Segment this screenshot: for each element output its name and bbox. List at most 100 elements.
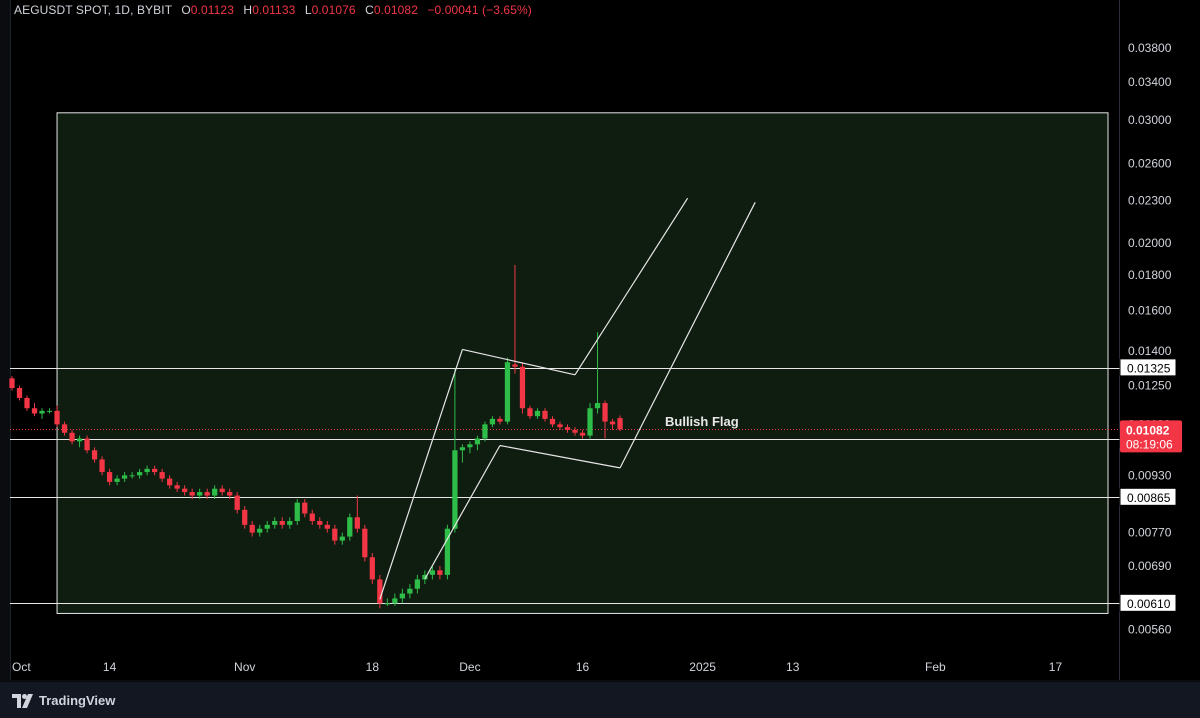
time-tick-label: Oct: [12, 660, 31, 674]
candlestick-series: [9, 264, 623, 609]
low-value: 0.01076: [311, 3, 356, 17]
price-tick-label: 0.02600: [1128, 156, 1172, 170]
candle-body: [527, 408, 533, 417]
candle: [429, 565, 436, 580]
candle: [257, 524, 263, 537]
candle-body: [474, 438, 481, 445]
candle: [302, 499, 308, 518]
candle: [542, 408, 548, 422]
flag-drawings: [379, 197, 756, 600]
candle: [136, 468, 143, 479]
candle: [106, 468, 113, 486]
candle-body: [407, 588, 413, 594]
candle-body: [287, 521, 293, 525]
price-tick-label: 0.03000: [1128, 113, 1172, 127]
candle: [369, 553, 375, 585]
time-tick-label: Nov: [234, 660, 255, 674]
candle-body: [54, 410, 60, 425]
candle-body: [272, 521, 278, 525]
candle-body: [414, 579, 420, 589]
price-tick-label: 0.01800: [1128, 268, 1172, 282]
candle-body: [497, 418, 503, 422]
bullish-flag-annotation: Bullish Flag: [665, 414, 739, 429]
time-tick-label: 16: [576, 660, 590, 674]
price-scale[interactable]: [1120, 0, 1200, 680]
candle-body: [279, 521, 285, 525]
candle: [519, 362, 526, 414]
candle-body: [317, 521, 323, 525]
price-tick-label: 0.01400: [1128, 344, 1172, 358]
candle-body: [362, 528, 368, 558]
candle: [84, 435, 90, 454]
candle: [197, 488, 203, 500]
candle-body: [437, 570, 443, 575]
candle: [444, 524, 451, 580]
candle-body: [16, 387, 23, 398]
flag-bottom-line: [499, 444, 621, 469]
price-tick-label: 0.01250: [1128, 379, 1172, 393]
price-tick-label: 0.03400: [1128, 75, 1172, 89]
candle: [452, 369, 458, 533]
time-tick-label: 13: [786, 660, 800, 674]
candle: [189, 488, 195, 500]
candle: [504, 357, 511, 425]
candle-body: [467, 444, 473, 448]
candle-body: [69, 432, 75, 442]
candle: [489, 416, 496, 428]
candle-body: [174, 485, 180, 489]
candle: [572, 427, 578, 436]
candle: [129, 472, 135, 479]
candle: [602, 400, 608, 439]
candle: [332, 524, 338, 545]
candle-body: [392, 598, 398, 604]
time-tick-label: Dec: [459, 660, 480, 674]
candle-body: [572, 429, 578, 433]
price-tick-label: 0.02000: [1128, 236, 1172, 250]
candle-body: [294, 502, 300, 522]
candle-body: [219, 488, 225, 493]
candle: [69, 429, 75, 445]
candle: [39, 408, 45, 419]
candle-body: [114, 478, 120, 482]
close-key: C: [365, 3, 374, 17]
candle: [287, 517, 293, 529]
candle: [414, 574, 420, 594]
candle: [121, 472, 128, 482]
candle-body: [557, 424, 563, 428]
tradingview-logo[interactable]: TradingView: [12, 693, 115, 708]
candle: [339, 532, 345, 545]
candle: [219, 485, 225, 496]
current-price-label: 0.01082: [1126, 423, 1170, 437]
candle-body: [39, 410, 45, 414]
candle: [467, 441, 473, 454]
price-tick-label: 0.00560: [1128, 622, 1172, 636]
candle-body: [309, 513, 315, 522]
candle-body: [129, 475, 135, 477]
candle: [617, 415, 623, 432]
candle: [609, 418, 616, 430]
candle: [437, 565, 443, 580]
candle-body: [452, 450, 458, 529]
candle: [114, 475, 120, 486]
candle-body: [234, 495, 240, 510]
candle-body: [504, 362, 511, 422]
time-tick-label: 2025: [689, 660, 716, 674]
candle: [167, 475, 173, 489]
candle-body: [167, 478, 173, 486]
price-tick-label: 0.01600: [1128, 304, 1172, 318]
candle-body: [76, 438, 83, 442]
candle-body: [46, 410, 53, 412]
candle: [482, 421, 488, 442]
candle: [61, 421, 68, 436]
candle: [99, 456, 105, 476]
candle: [249, 521, 255, 537]
level-label: 0.01325: [1127, 361, 1171, 375]
candle: [347, 513, 353, 541]
candle: [497, 416, 503, 425]
symbol-title[interactable]: AEGUSDT SPOT, 1D, BYBIT: [14, 3, 172, 17]
time-tick-label: Feb: [925, 660, 946, 674]
candle-body: [587, 408, 593, 436]
candle: [392, 593, 398, 606]
candle: [309, 509, 315, 525]
level-label-box: [1119, 593, 1177, 612]
